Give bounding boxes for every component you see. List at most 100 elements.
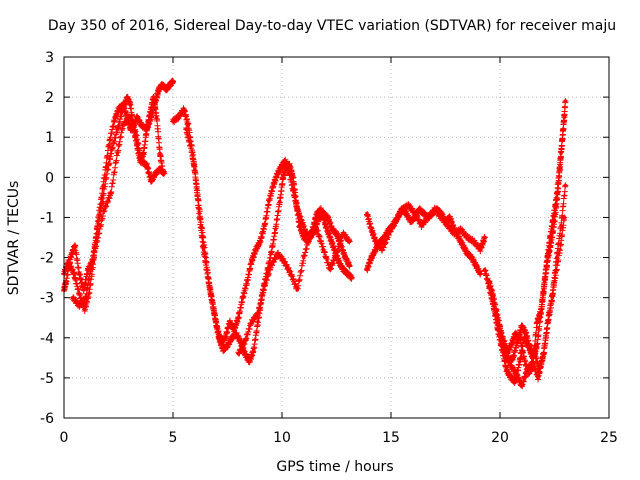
data-point [167, 83, 172, 87]
data-point [503, 344, 508, 348]
data-point [517, 360, 522, 364]
data-point [365, 267, 369, 272]
data-point [262, 283, 267, 288]
data-point [459, 227, 463, 232]
data-point [493, 311, 498, 316]
data-point [539, 307, 544, 312]
data-point [176, 115, 181, 119]
data-point [148, 111, 152, 115]
data-point [283, 159, 288, 164]
y-tick-label: -1 [40, 210, 54, 226]
data-point [315, 211, 319, 216]
data-point [273, 227, 278, 232]
plot-frame [63, 56, 610, 419]
grid-lines [64, 57, 609, 418]
data-point [288, 271, 293, 276]
data-point [77, 303, 82, 308]
data-point [552, 279, 557, 284]
data-point [162, 171, 167, 176]
data-point [100, 199, 104, 204]
data-point [269, 251, 273, 256]
x-tick-label: 20 [491, 430, 509, 446]
data-point [498, 328, 502, 332]
data-point [520, 384, 524, 388]
data-point [336, 259, 341, 264]
data-point [64, 279, 68, 284]
data-point [149, 179, 153, 184]
data-point [365, 211, 369, 216]
data-point [345, 271, 350, 276]
data-point [387, 231, 391, 236]
series-8 [364, 201, 488, 255]
data-point [232, 328, 236, 332]
data-point [528, 348, 533, 352]
data-point [82, 307, 87, 312]
data-point [515, 340, 520, 344]
data-point [541, 352, 546, 356]
data-point [236, 352, 241, 356]
data-point [456, 235, 461, 240]
x-tick-label: 10 [273, 430, 291, 446]
y-tick-label: -6 [40, 411, 54, 427]
data-point [96, 235, 100, 240]
data-point [243, 340, 247, 344]
data-point [171, 79, 175, 83]
y-tick-label: -4 [40, 331, 54, 347]
series-12 [497, 214, 568, 390]
data-point [282, 259, 287, 264]
data-point [347, 239, 352, 244]
data-point [153, 171, 158, 176]
data-point [369, 255, 374, 260]
data-point [533, 352, 537, 356]
data-point [525, 368, 530, 372]
data-point [419, 223, 424, 228]
data-point [302, 255, 306, 260]
data-point [302, 235, 306, 240]
data-point [509, 364, 513, 368]
data-point [243, 352, 247, 356]
data-point [317, 215, 321, 220]
data-point [478, 271, 483, 276]
data-point [343, 255, 348, 260]
data-point [452, 231, 457, 236]
data-point [139, 123, 144, 127]
data-point [278, 199, 282, 204]
data-point [251, 348, 256, 352]
data-point [558, 247, 562, 252]
data-point [542, 279, 547, 284]
data-point [559, 151, 563, 156]
data-point [275, 251, 280, 256]
data-point [247, 360, 252, 364]
data-point [328, 235, 332, 240]
data-point [530, 360, 535, 364]
data-point [275, 171, 280, 176]
data-point [160, 83, 164, 87]
data-point [127, 115, 132, 119]
data-point [373, 247, 378, 252]
data-point [225, 344, 230, 348]
data-point [186, 123, 191, 127]
data-point [350, 275, 354, 280]
data-point [157, 87, 161, 91]
data-point [84, 295, 88, 300]
data-point [121, 123, 125, 127]
data-point [89, 263, 94, 268]
data-point [77, 291, 82, 296]
data-point [121, 107, 125, 111]
data-point [426, 215, 430, 220]
data-point [72, 271, 76, 276]
data-point [554, 255, 559, 260]
x-tick-label: 25 [600, 430, 618, 446]
data-point [369, 227, 374, 232]
data-point [299, 219, 304, 224]
data-point [280, 163, 284, 168]
data-point [547, 311, 551, 316]
data-point [546, 255, 550, 260]
data-point [465, 235, 470, 240]
data-point [478, 247, 483, 252]
data-point [145, 127, 149, 131]
data-point [514, 372, 519, 376]
data-point [73, 243, 77, 248]
data-point [549, 239, 553, 244]
data-point [188, 143, 193, 147]
